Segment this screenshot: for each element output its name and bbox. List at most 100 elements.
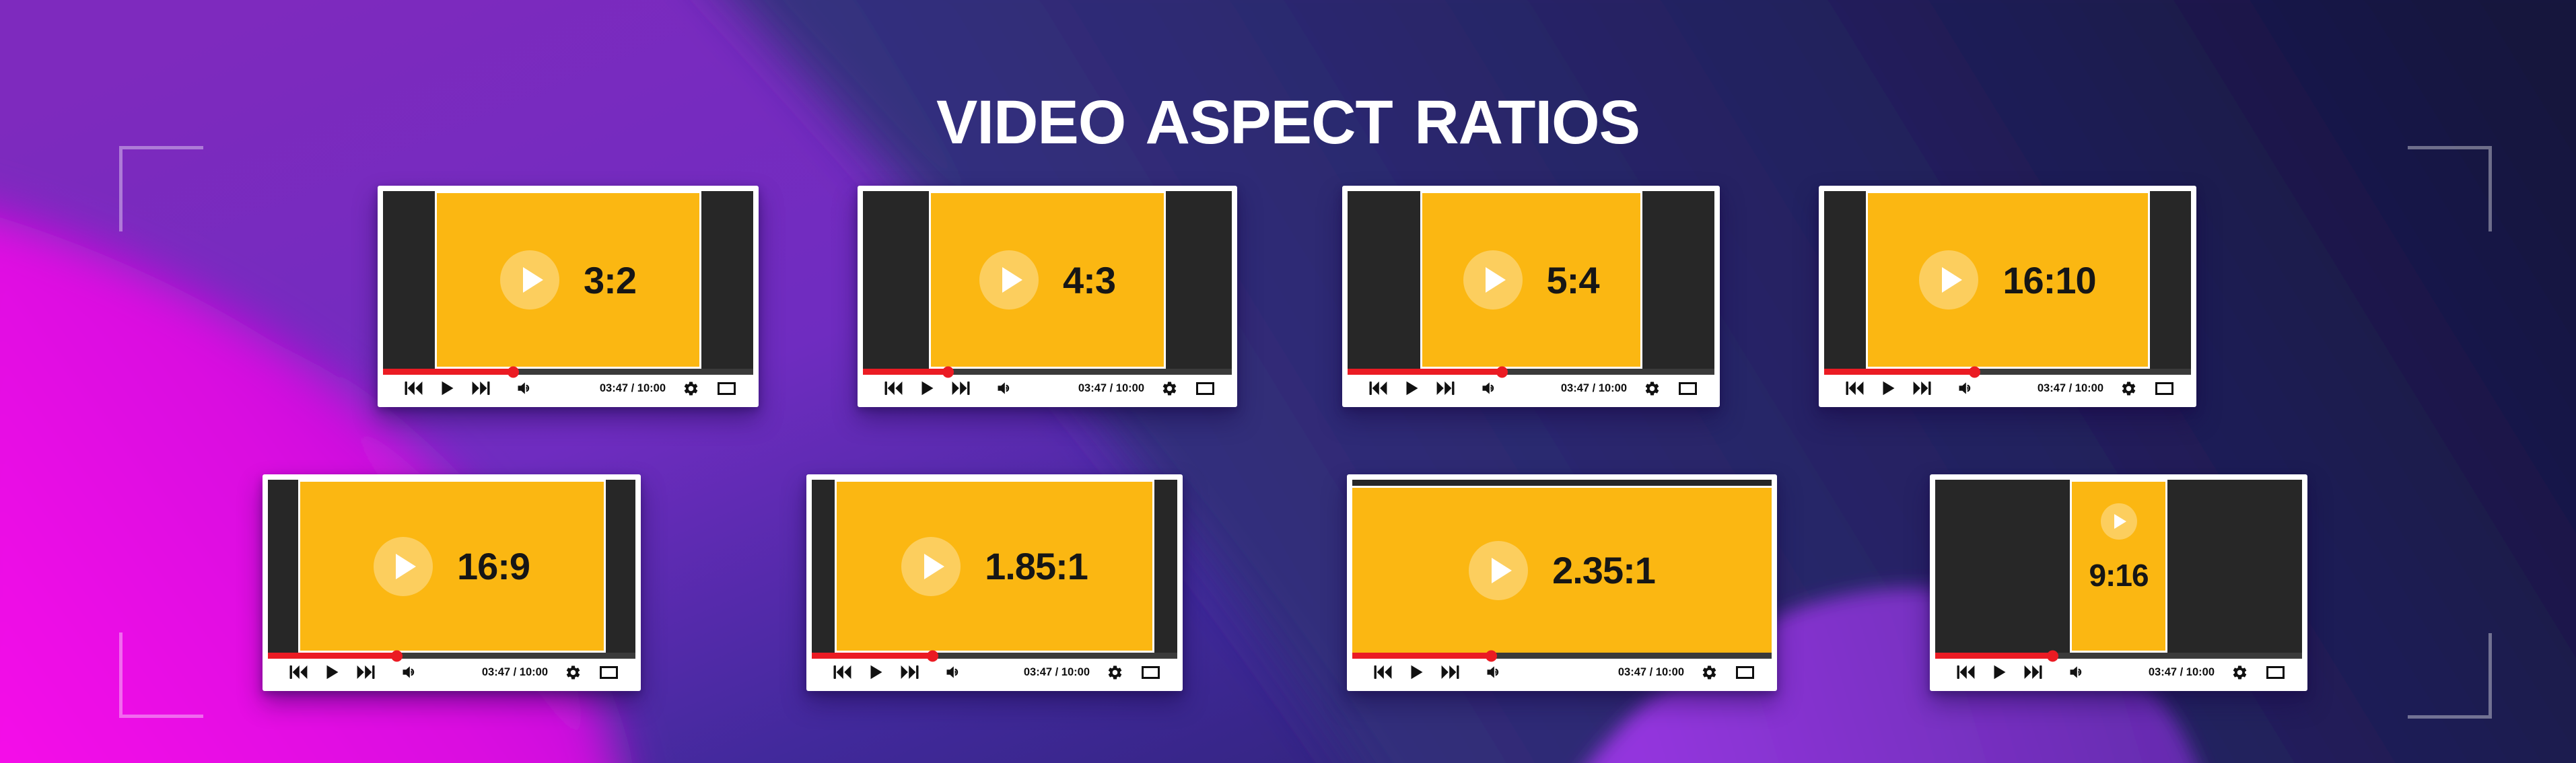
progress-handle[interactable] bbox=[1485, 650, 1497, 661]
previous-button[interactable] bbox=[1374, 665, 1392, 680]
play-button[interactable] bbox=[1405, 381, 1418, 396]
play-overlay-button[interactable] bbox=[1919, 250, 1979, 310]
progress-handle[interactable] bbox=[1496, 366, 1508, 377]
volume-button[interactable] bbox=[997, 381, 1012, 396]
play-overlay-button[interactable] bbox=[1463, 250, 1523, 310]
settings-button[interactable] bbox=[2120, 380, 2137, 397]
volume-icon bbox=[518, 382, 530, 394]
fullscreen-button[interactable] bbox=[1679, 382, 1697, 395]
play-button[interactable] bbox=[870, 665, 882, 680]
skip-previous-icon bbox=[1369, 382, 1387, 395]
fullscreen-button[interactable] bbox=[1736, 665, 1754, 679]
play-overlay-icon bbox=[1941, 267, 1962, 293]
next-button[interactable] bbox=[1441, 665, 1459, 680]
play-button[interactable] bbox=[1882, 381, 1895, 396]
previous-button[interactable] bbox=[1369, 381, 1387, 396]
play-button[interactable] bbox=[921, 381, 934, 396]
time-display: 03:47 / 10:00 bbox=[1023, 665, 1090, 678]
corner-bracket-top-right bbox=[2408, 146, 2492, 231]
settings-button[interactable] bbox=[2231, 664, 2248, 681]
progress-bar[interactable] bbox=[383, 366, 753, 377]
progress-bar[interactable] bbox=[1348, 366, 1714, 377]
volume-button[interactable] bbox=[1958, 381, 1974, 396]
settings-button[interactable] bbox=[1107, 664, 1123, 681]
fullscreen-icon bbox=[1196, 382, 1214, 395]
fullscreen-button[interactable] bbox=[718, 382, 736, 395]
play-overlay-button[interactable] bbox=[2100, 503, 2137, 540]
play-button[interactable] bbox=[1993, 665, 2006, 680]
video-player-16-9: 16:9 03:47 / 10:00 bbox=[263, 474, 641, 691]
previous-button[interactable] bbox=[1957, 665, 1975, 680]
fullscreen-button[interactable] bbox=[2155, 382, 2173, 395]
play-button[interactable] bbox=[441, 381, 454, 396]
gear-icon bbox=[566, 665, 580, 679]
control-bar: 03:47 / 10:00 bbox=[268, 659, 635, 686]
volume-button[interactable] bbox=[402, 665, 417, 680]
next-button[interactable] bbox=[357, 665, 375, 680]
volume-icon bbox=[998, 382, 1010, 394]
play-overlay-button[interactable] bbox=[901, 536, 961, 596]
settings-button[interactable] bbox=[565, 664, 582, 681]
previous-button[interactable] bbox=[833, 665, 851, 680]
fullscreen-button[interactable] bbox=[1142, 665, 1160, 679]
volume-button[interactable] bbox=[1486, 665, 1502, 680]
previous-button[interactable] bbox=[289, 665, 308, 680]
settings-button[interactable] bbox=[1161, 380, 1178, 397]
time-display: 03:47 / 10:00 bbox=[2037, 382, 2103, 394]
play-overlay-icon bbox=[396, 553, 417, 579]
volume-icon bbox=[1482, 382, 1494, 394]
fullscreen-icon bbox=[600, 665, 618, 679]
gear-icon bbox=[2122, 382, 2136, 395]
time-display: 03:47 / 10:00 bbox=[1078, 382, 1144, 394]
play-overlay-button[interactable] bbox=[373, 536, 433, 596]
play-overlay-button[interactable] bbox=[979, 250, 1039, 310]
fullscreen-icon bbox=[2155, 382, 2173, 395]
video-content-area: 3:2 bbox=[435, 191, 701, 369]
next-button[interactable] bbox=[1436, 381, 1455, 396]
corner-bracket-bottom-left bbox=[119, 632, 203, 718]
progress-handle[interactable] bbox=[507, 366, 519, 377]
progress-handle[interactable] bbox=[927, 650, 939, 661]
progress-handle[interactable] bbox=[391, 650, 403, 661]
progress-bar[interactable] bbox=[812, 650, 1177, 661]
play-button[interactable] bbox=[1410, 665, 1423, 680]
play-icon bbox=[1406, 381, 1418, 396]
fullscreen-button[interactable] bbox=[1196, 382, 1214, 395]
next-button[interactable] bbox=[901, 665, 919, 680]
next-button[interactable] bbox=[2024, 665, 2042, 680]
next-button[interactable] bbox=[1913, 381, 1931, 396]
progress-handle[interactable] bbox=[942, 366, 954, 377]
play-button[interactable] bbox=[326, 665, 339, 680]
skip-previous-icon bbox=[1957, 665, 1975, 679]
video-content-area: 16:10 bbox=[1865, 191, 2150, 369]
previous-button[interactable] bbox=[1846, 381, 1864, 396]
gear-icon bbox=[2233, 665, 2247, 679]
progress-bar[interactable] bbox=[863, 366, 1232, 377]
progress-handle[interactable] bbox=[2047, 650, 2059, 661]
fullscreen-button[interactable] bbox=[600, 665, 618, 679]
volume-button[interactable] bbox=[946, 665, 961, 680]
play-overlay-button[interactable] bbox=[1469, 540, 1529, 600]
settings-button[interactable] bbox=[1701, 664, 1718, 681]
video-letterbox-area: 9:16 bbox=[1935, 480, 2302, 653]
volume-button[interactable] bbox=[1482, 381, 1497, 396]
progress-fill bbox=[1348, 366, 1508, 377]
fullscreen-button[interactable] bbox=[2266, 665, 2285, 679]
progress-handle[interactable] bbox=[1969, 366, 1981, 377]
settings-button[interactable] bbox=[683, 380, 699, 397]
previous-button[interactable] bbox=[405, 381, 423, 396]
settings-button[interactable] bbox=[1644, 380, 1661, 397]
play-overlay-button[interactable] bbox=[500, 250, 560, 310]
previous-button[interactable] bbox=[884, 381, 903, 396]
progress-fill bbox=[1352, 650, 1497, 661]
volume-button[interactable] bbox=[2069, 665, 2085, 680]
play-icon bbox=[870, 665, 882, 680]
progress-bar[interactable] bbox=[1352, 650, 1772, 661]
progress-bar[interactable] bbox=[268, 650, 635, 661]
progress-bar[interactable] bbox=[1824, 366, 2191, 377]
progress-bar[interactable] bbox=[1935, 650, 2302, 661]
next-button[interactable] bbox=[472, 381, 490, 396]
volume-button[interactable] bbox=[517, 381, 532, 396]
skip-next-icon bbox=[901, 665, 919, 679]
next-button[interactable] bbox=[952, 381, 970, 396]
